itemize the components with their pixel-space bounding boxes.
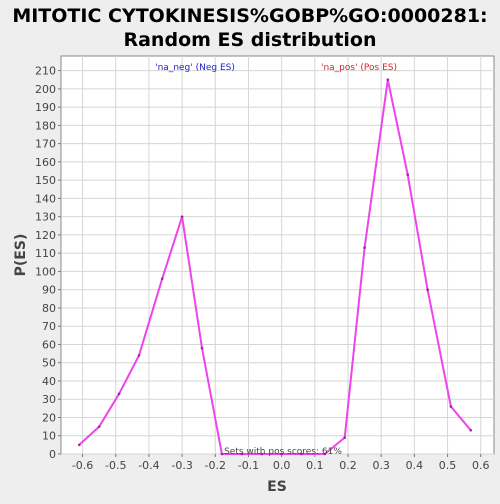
y-tick-label: 110 [35,247,56,260]
y-tick-label: 150 [35,174,56,187]
x-tick-label: -0.6 [72,459,93,472]
data-point [97,425,101,428]
y-tick-label: 160 [35,156,56,169]
y-tick-label: 50 [42,357,56,370]
y-tick-label: 140 [35,192,56,205]
y-tick-label: 200 [35,83,56,96]
y-tick-label: 70 [42,320,56,333]
x-tick-label: -0.1 [238,459,259,472]
data-point [280,452,283,456]
data-point [323,452,327,456]
y-tick-label: 20 [42,411,56,424]
data-point [180,215,184,218]
chart-title-line-2: Random ES distribution [123,29,376,51]
x-tick-label: 0.5 [439,459,457,472]
x-tick-label: 0.0 [273,459,291,472]
series-line [78,78,472,455]
y-tick-label: 80 [42,302,56,315]
data-point [117,392,121,396]
data-point [363,246,366,249]
data-point [300,452,303,456]
plot-area [60,55,495,455]
y-tick-label: 130 [35,211,56,224]
annotation-pos-scores: Sets with pos scores: 61% [224,447,342,457]
data-point [160,277,164,281]
y-tick-label: 10 [42,430,56,443]
y-tick-label: 210 [35,65,56,78]
data-point [200,346,204,350]
y-tick-label: 60 [42,338,56,351]
y-axis-label: P(ES) [13,234,29,277]
data-point [469,428,473,432]
y-tick-label: 40 [42,375,56,388]
x-tick-label: -0.4 [138,459,159,472]
data-point [449,405,453,408]
grid-layer [61,56,494,455]
data-point [386,78,390,82]
data-point [426,288,429,291]
x-tick-label: -0.2 [205,459,226,472]
annotation-neg-es: 'na_neg' (Neg ES) [155,63,235,73]
y-tick-label: 120 [35,229,56,242]
y-tick-label: 190 [35,101,56,114]
y-tick-label: 30 [42,393,56,406]
y-tick-label: 0 [49,448,56,461]
data-point [137,354,141,357]
y-tick-label: 180 [35,119,56,132]
x-tick-label: -0.5 [105,459,126,472]
data-point [406,173,410,176]
x-axis-label: ES [267,479,287,495]
series-layer [77,78,473,456]
data-point [220,452,224,456]
x-tick-label: 0.3 [372,459,390,472]
data-point [343,436,346,439]
x-tick-label: 0.2 [339,459,357,472]
y-tick-label: 90 [42,284,56,297]
x-tick-label: -0.3 [171,459,192,472]
y-tick-label: 100 [35,265,56,278]
axis-layer: 0 10 20 30 40 50 60 70 80 90 100 110 120 130 140 150 160… [35,65,489,472]
x-tick-label: 0.6 [472,459,490,472]
chart-title-line-1: MITOTIC CYTOKINESIS%GOBP%GO:0000281: [12,5,487,27]
x-tick-label: 0.1 [306,459,324,472]
data-point [77,443,81,447]
x-tick-label: 0.4 [406,459,424,472]
y-tick-label: 170 [35,138,56,151]
data-point [240,452,244,456]
annotation-pos-es: 'na_pos' (Pos ES) [321,63,397,73]
data-point [260,452,264,456]
